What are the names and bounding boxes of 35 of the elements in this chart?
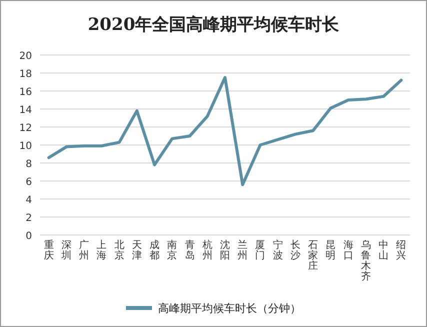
y-tick-label: 6 [26,177,32,188]
x-tick-label: 兰州 [238,239,248,262]
y-tick-label: 2 [26,213,32,224]
y-tick-label: 16 [19,87,32,98]
y-tick-label: 20 [19,51,32,62]
x-tick-label: 北京 [114,239,124,262]
x-tick-label: 杭州 [201,239,212,262]
x-tick-label: 乌鲁木齐 [360,239,371,282]
x-tick-label: 海口 [343,239,354,262]
y-tick-label: 18 [19,69,32,80]
x-tick-label: 天津 [132,240,142,262]
x-tick-label: 深圳 [60,239,72,262]
x-tick-label: 成都 [150,239,160,262]
x-tick-label: 沈阳 [220,239,230,262]
x-tick-label: 青岛 [184,239,195,262]
x-tick-label: 厦门 [255,240,266,262]
chart-title: 2020年全国高峰期平均候车时长 [88,15,340,35]
y-tick-label: 4 [26,195,32,206]
y-tick-label: 12 [19,123,32,134]
y-tick-label: 0 [26,231,32,242]
x-tick-label: 绍兴 [396,239,406,262]
x-tick-label: 石家庄 [308,240,318,272]
line-series [47,76,403,186]
y-tick-label: 10 [19,141,32,152]
x-tick-label: 重庆 [44,239,54,262]
x-tick-label: 昆明 [326,240,336,262]
y-tick-label: 14 [19,105,32,116]
y-tick-label: 8 [26,159,32,170]
x-tick-label: 长沙 [290,239,300,262]
x-tick-label: 中山 [378,239,389,262]
x-tick-label: 宁波 [272,239,283,262]
legend-label: 高峰期平均候车时长（分钟） [158,302,301,315]
x-tick-label: 广州 [79,239,90,262]
x-tick-label: 上海 [96,239,107,262]
x-tick-label: 南京 [167,239,178,262]
